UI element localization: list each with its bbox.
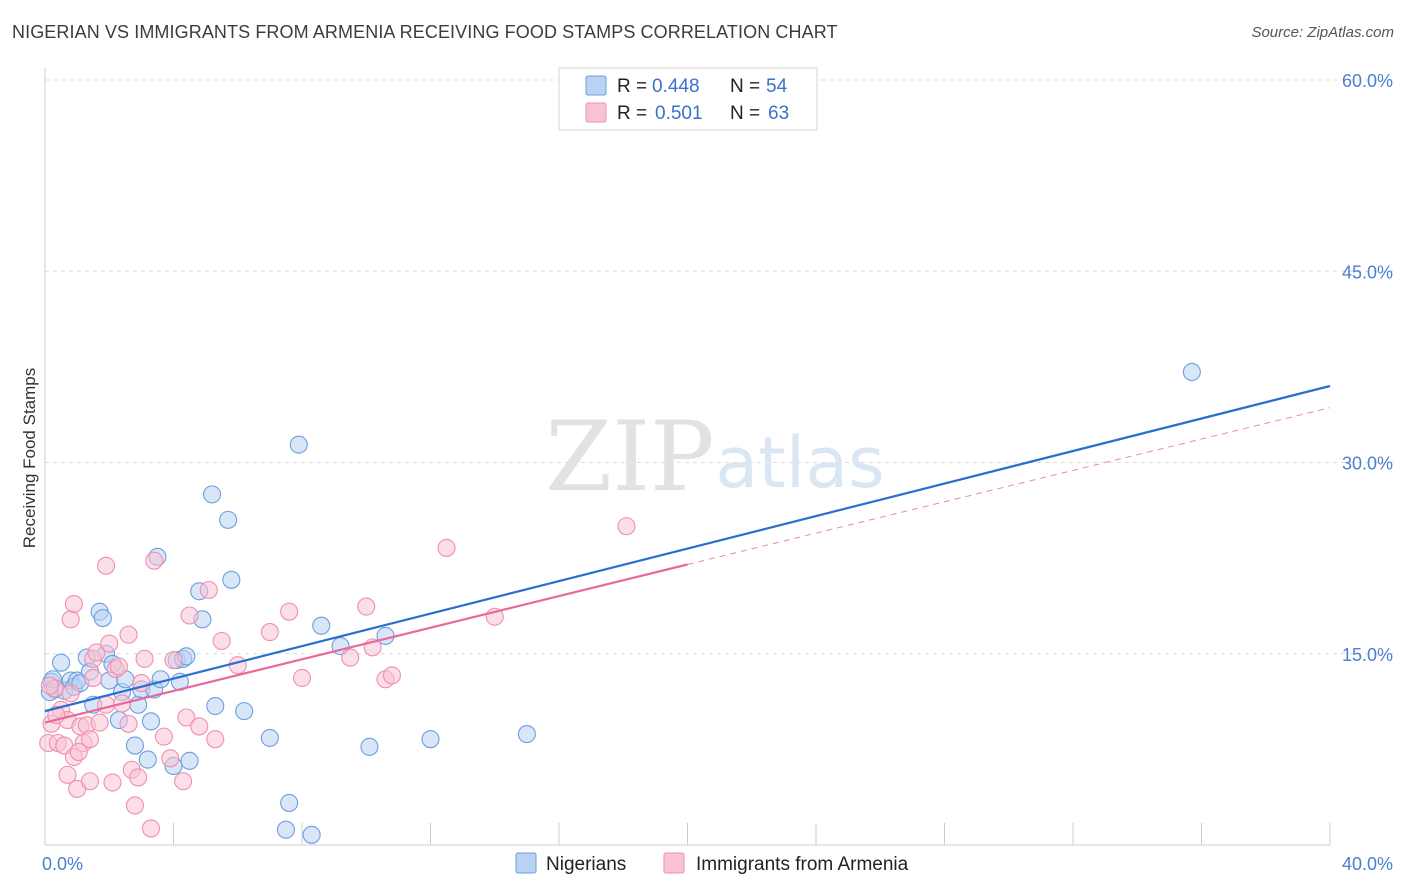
nigerians-point-22 [138,750,157,769]
armenia-point-21 [90,713,109,732]
bottom-legend-nigerians: Nigerians [546,854,626,875]
armenia-trend-line [44,563,688,724]
nigerians-point-47 [360,737,379,756]
legend-swatch-armenia [585,102,607,123]
bottom-legend-armenia: Immigrants from Armenia [696,854,909,875]
nigerians-point-37 [219,510,238,529]
armenia-point-52 [341,648,360,667]
armenia-point-24 [100,634,119,653]
armenia-point-56 [382,666,402,685]
tick-labels: 15.0% 30.0% 45.0% 60.0% 0.0% 40.0% [42,71,1393,874]
armenia-point-44 [190,717,209,736]
y-tick-label-3: 60.0% [1342,71,1393,91]
armenia-point-17 [80,730,100,749]
axes [44,68,1331,846]
nigerians-point-2 [52,653,71,672]
nigerians-point-35 [203,485,222,504]
legend-r-value-1: 0.448 [652,76,700,97]
y-axis-label: Receiving Food Stamps [20,368,39,548]
nigerians-point-19 [125,736,144,755]
x-tick-label-1: 40.0% [1342,854,1393,874]
legend-n-value-1: 54 [766,76,788,97]
armenia-point-57 [437,538,456,557]
armenia-point-47 [212,631,231,651]
legend-n-label-2: N = [730,103,760,124]
armenia-point-23 [96,695,116,714]
armenia-point-8 [61,610,80,629]
armenia-point-41 [174,772,193,791]
trend-lines [44,384,1331,724]
watermark-atlas: atlas [715,422,884,504]
source-credit: Source: ZipAtlas.com [1251,24,1394,41]
armenia-point-6 [58,765,77,784]
bottom-legend-swatch-armenia [663,852,685,874]
armenia-point-45 [199,580,218,600]
armenia-point-18 [84,668,103,688]
armenia-point-60 [40,676,59,695]
armenia-point-62 [69,742,88,761]
nigerians-point-51 [1182,362,1201,382]
legend-n-label-1: N = [730,76,760,97]
legend-n-value-2: 63 [768,103,789,124]
nigerians-point-39 [235,702,254,721]
armenia-point-43 [180,606,199,625]
series-armenia-points [39,517,636,838]
nigerians-point-23 [141,712,161,731]
legend: R = 0.448 N = 54 R = 0.501 N = 63 [558,67,818,131]
nigerians-point-44 [302,825,321,844]
legend-r-label-2: R = [617,103,647,124]
nigerians-point-45 [312,616,331,635]
armenia-point-16 [80,772,100,791]
armenia-point-33 [129,768,148,787]
nigerians-point-50 [517,725,536,744]
armenia-point-42 [177,708,196,727]
legend-swatch-nigerians [585,75,607,96]
armenia-point-27 [109,657,128,676]
armenia-point-25 [103,773,122,792]
nigerians-point-41 [276,820,295,839]
armenia-point-20 [87,643,106,662]
chart-title: NIGERIAN VS IMMIGRANTS FROM ARMENIA RECE… [12,22,838,42]
nigerians-point-32 [180,751,199,770]
nigerians-point-49 [421,730,440,749]
armenia-point-36 [141,819,161,838]
armenia-point-9 [61,684,80,703]
nigerians-point-42 [280,793,299,812]
watermark-zip: ZIP [545,401,714,513]
y-tick-label-0: 15.0% [1342,645,1393,665]
armenia-point-39 [161,749,180,768]
armenia-point-30 [119,714,138,733]
bottom-legend: Nigerians Immigrants from Armenia [515,852,909,875]
nigerians-point-36 [206,696,225,716]
armenia-point-32 [125,796,144,815]
x-tick-label-0: 0.0% [42,854,83,874]
watermark: ZIP atlas [545,401,884,513]
armenia-point-51 [292,668,312,688]
legend-r-value-2: 0.501 [655,103,703,124]
armenia-point-29 [119,625,138,644]
armenia-point-11 [64,594,83,614]
armenia-point-38 [154,727,173,746]
nigerians-trend-line [44,384,1331,713]
nigerians-point-40 [260,728,279,747]
y-tick-label-1: 30.0% [1342,454,1393,474]
nigerians-point-38 [222,570,241,589]
armenia-point-49 [260,623,279,642]
armenia-point-22 [96,556,116,575]
armenia-trend-line-extrapolated [687,407,1331,565]
armenia-point-40 [164,651,183,670]
nigerians-point-12 [93,608,112,628]
armenia-point-53 [357,597,376,616]
armenia-point-50 [280,602,299,621]
armenia-point-48 [228,656,247,675]
armenia-point-35 [135,649,154,668]
armenia-point-59 [617,517,636,536]
nigerians-point-43 [289,435,308,454]
bottom-legend-swatch-nigerians [515,852,537,874]
y-tick-label-2: 45.0% [1342,262,1393,282]
armenia-point-37 [145,551,164,570]
legend-r-label-1: R = [617,76,647,97]
armenia-point-46 [206,730,225,749]
